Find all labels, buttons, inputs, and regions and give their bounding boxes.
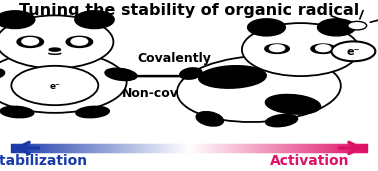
Circle shape (318, 19, 355, 36)
Circle shape (71, 38, 88, 45)
Circle shape (332, 41, 375, 61)
Circle shape (248, 19, 285, 36)
Ellipse shape (196, 112, 223, 126)
Text: Stabilization: Stabilization (0, 154, 87, 168)
Text: Activation: Activation (270, 154, 350, 168)
Ellipse shape (311, 44, 336, 53)
Ellipse shape (265, 94, 321, 114)
Text: e⁻: e⁻ (347, 47, 360, 57)
Ellipse shape (0, 51, 127, 113)
Circle shape (75, 11, 114, 29)
Ellipse shape (66, 36, 93, 48)
Text: Non-covalently: Non-covalently (121, 87, 226, 100)
Ellipse shape (180, 68, 202, 79)
Ellipse shape (17, 36, 43, 48)
Circle shape (22, 38, 39, 45)
Ellipse shape (105, 68, 137, 81)
Ellipse shape (199, 66, 266, 88)
Text: e⁻: e⁻ (50, 82, 60, 91)
Circle shape (0, 15, 113, 68)
Ellipse shape (76, 106, 109, 118)
Ellipse shape (0, 106, 34, 118)
Ellipse shape (0, 68, 5, 81)
Circle shape (348, 21, 367, 30)
Circle shape (242, 23, 359, 76)
Ellipse shape (49, 48, 60, 51)
Ellipse shape (266, 114, 297, 127)
Text: Tuning the stability of organic radical: Tuning the stability of organic radical (19, 3, 359, 18)
Circle shape (316, 45, 331, 52)
Circle shape (11, 66, 98, 105)
Text: Covalently: Covalently (137, 52, 211, 65)
Ellipse shape (265, 44, 290, 53)
Ellipse shape (177, 56, 341, 122)
Circle shape (0, 11, 35, 29)
Circle shape (270, 45, 285, 52)
